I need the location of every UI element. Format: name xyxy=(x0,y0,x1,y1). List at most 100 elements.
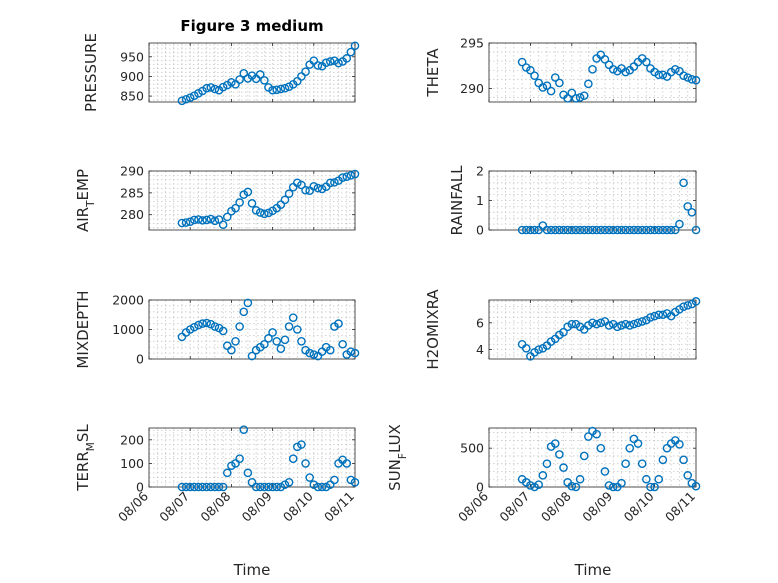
data-point xyxy=(293,442,302,452)
data-point xyxy=(305,348,314,358)
data-point xyxy=(559,225,568,235)
panel-pressure: Figure 3 medium PRESSURE 850 900 950 xyxy=(82,17,360,112)
data-point xyxy=(559,463,568,472)
ylabel-terr-msl: TERRMSL xyxy=(74,424,97,492)
data-point xyxy=(654,310,664,320)
data-point xyxy=(198,319,207,328)
data-point xyxy=(637,225,647,235)
data-point xyxy=(301,185,310,195)
data-point xyxy=(584,225,593,235)
data-point xyxy=(280,83,290,93)
data-point xyxy=(563,94,572,103)
data-point xyxy=(679,302,688,312)
data-point xyxy=(633,225,643,235)
data-point xyxy=(613,322,622,332)
data-point xyxy=(235,75,244,84)
data-point xyxy=(190,322,199,332)
xtick-label: 08/08 xyxy=(197,488,233,524)
xtick-label: 08/11 xyxy=(662,489,698,525)
data-point xyxy=(210,216,220,226)
data-point xyxy=(646,225,655,235)
data-point xyxy=(526,65,535,75)
ylabel-h2omixra: H2OMIXRA xyxy=(424,289,442,370)
data-point xyxy=(272,482,282,492)
data-point xyxy=(608,65,618,74)
data-point xyxy=(596,443,606,453)
data-point xyxy=(305,473,314,482)
data-point xyxy=(297,336,306,346)
data-point xyxy=(325,57,335,66)
data-point xyxy=(297,180,306,190)
data-point xyxy=(671,65,680,74)
data-point xyxy=(530,482,539,492)
data-point xyxy=(313,183,323,193)
data-point xyxy=(555,225,564,235)
data-point xyxy=(325,345,335,355)
data-point xyxy=(571,225,581,235)
data-point xyxy=(654,70,664,80)
data-point xyxy=(559,327,568,337)
data-point xyxy=(517,225,527,235)
data-point xyxy=(526,481,535,490)
data-point xyxy=(642,225,651,235)
data-point xyxy=(588,65,597,74)
data-point xyxy=(301,67,310,77)
data-point xyxy=(284,189,294,199)
data-point xyxy=(654,474,664,484)
data-point xyxy=(675,219,684,229)
ylabel-rainfall: RAINFALL xyxy=(448,165,466,236)
panel-air-temp: AIRTEMP 280 285 290 xyxy=(74,164,360,232)
panel-rainfall: RAINFALL 0 1 2 xyxy=(448,164,701,238)
data-point xyxy=(346,347,356,356)
data-point xyxy=(218,326,228,336)
data-point xyxy=(206,482,216,492)
data-point xyxy=(530,225,539,235)
axes-box xyxy=(488,170,697,231)
data-point xyxy=(538,471,548,480)
data-point xyxy=(588,318,597,328)
data-point xyxy=(260,482,269,492)
panel-theta: THETA 290 295 xyxy=(424,36,701,103)
ytick-label: 290 xyxy=(120,164,144,179)
data-point xyxy=(608,482,618,492)
data-point xyxy=(588,225,597,235)
data-point xyxy=(633,318,643,328)
data-point xyxy=(293,178,302,188)
ylabel-mixdepth: MIXDEPTH xyxy=(74,290,92,368)
data-point xyxy=(658,225,668,235)
data-point xyxy=(534,345,543,354)
data-point xyxy=(550,225,560,235)
data-point xyxy=(276,344,286,353)
data-point xyxy=(293,325,302,334)
data-point xyxy=(350,348,360,358)
data-point xyxy=(206,83,216,92)
data-point xyxy=(629,434,639,444)
xtick-label: 08/07 xyxy=(156,489,192,525)
data-point xyxy=(650,311,659,321)
data-point xyxy=(330,178,339,187)
xtick-label: 08/09 xyxy=(239,488,275,524)
data-point xyxy=(260,209,269,219)
data-point xyxy=(546,86,556,96)
data-point xyxy=(330,56,339,66)
data-point xyxy=(346,171,356,180)
data-point xyxy=(190,482,199,492)
data-point xyxy=(268,482,277,492)
data-point xyxy=(235,322,244,331)
data-point xyxy=(571,482,581,492)
ytick-label: 950 xyxy=(120,49,144,64)
data-point xyxy=(596,318,606,328)
data-point xyxy=(276,84,286,94)
data-point xyxy=(629,225,639,235)
data-point xyxy=(181,94,191,104)
data-point xyxy=(177,96,187,106)
data-point xyxy=(181,218,191,227)
data-point xyxy=(288,454,298,463)
ytick-label: 1000 xyxy=(112,322,144,337)
data-point xyxy=(691,225,701,235)
data-point xyxy=(206,319,216,329)
ytick-label: 280 xyxy=(120,207,144,222)
data-point xyxy=(567,88,577,98)
data-point xyxy=(662,225,672,235)
data-point xyxy=(521,343,531,353)
